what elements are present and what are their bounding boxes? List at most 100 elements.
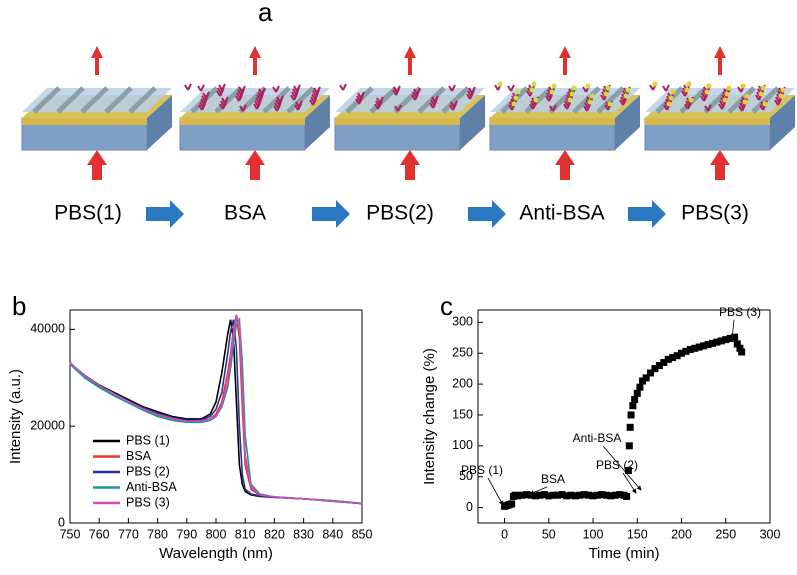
point [738, 348, 746, 356]
light-out [91, 46, 103, 75]
annotation: PBS (3) [719, 305, 761, 319]
x-tick-label: 300 [760, 527, 781, 541]
y-axis-label: Intensity change (%) [421, 348, 438, 485]
x-tick-label: 800 [206, 527, 227, 541]
x-tick-label: 840 [322, 527, 343, 541]
point [642, 374, 650, 382]
step-arrow [146, 200, 184, 228]
point [616, 491, 624, 499]
grating-line [596, 86, 625, 114]
molecule [466, 92, 474, 100]
antibody [531, 81, 537, 87]
point [627, 411, 635, 419]
point [626, 423, 634, 431]
point [567, 491, 575, 499]
molecule [198, 103, 206, 111]
step-arrow [468, 200, 506, 228]
x-axis-label: Time (min) [588, 545, 659, 562]
molecule [197, 84, 205, 92]
antibody [704, 89, 710, 95]
y-tick-label: 300 [452, 315, 473, 329]
antibody [684, 87, 690, 93]
molecule [290, 93, 298, 101]
antibody [762, 101, 768, 107]
point [607, 492, 615, 500]
point [717, 337, 725, 345]
series-line [69, 314, 363, 504]
antibody [607, 101, 613, 107]
molecule [411, 93, 419, 101]
annotation: Anti-BSA [573, 431, 622, 445]
annotation-arrow [487, 477, 504, 506]
antibody [668, 95, 674, 101]
antibody [571, 85, 577, 91]
series-line [69, 319, 363, 505]
substrate-side [770, 95, 795, 150]
molecule [219, 102, 227, 110]
x-axis-label: Wavelength (nm) [159, 545, 273, 562]
point [636, 383, 644, 391]
molecule [184, 83, 192, 91]
point [708, 339, 716, 347]
point [536, 491, 544, 499]
gold-front [490, 118, 615, 125]
molecule [563, 102, 571, 110]
molecule [449, 103, 457, 111]
molecule [549, 104, 557, 112]
plot-frame [477, 309, 771, 524]
antibody [740, 83, 746, 89]
light-in [400, 150, 420, 180]
antibody [744, 93, 750, 99]
molecule [374, 102, 382, 110]
legend-label: PBS (3) [126, 495, 170, 509]
x-tick-label: 850 [352, 527, 373, 541]
molecule [774, 98, 782, 106]
point [593, 491, 601, 499]
antibody [742, 99, 748, 105]
molecule [394, 104, 402, 112]
molecule [507, 84, 515, 92]
antibody [724, 91, 730, 97]
molecule [239, 104, 247, 112]
x-tick-label: 750 [60, 527, 81, 541]
light-out [249, 46, 261, 75]
y-tick-label: 250 [452, 346, 473, 360]
step-label: PBS(2) [366, 202, 434, 225]
molecule [392, 88, 400, 96]
antibody [780, 87, 786, 93]
antibody [758, 91, 764, 97]
step-label: Anti-BSA [519, 202, 604, 225]
grating-line [441, 86, 470, 114]
light-in [87, 150, 107, 180]
x-tick-label: 770 [118, 527, 139, 541]
antibody [549, 89, 555, 95]
molecule [272, 85, 280, 93]
antibody [760, 85, 766, 91]
point [682, 347, 690, 355]
antibody [778, 93, 784, 99]
gold-front [22, 118, 147, 125]
grating-line [214, 86, 243, 114]
light-in [710, 150, 730, 180]
molecule [718, 102, 726, 110]
point [580, 491, 588, 499]
antibody [623, 93, 629, 99]
molecule [355, 97, 363, 105]
antibody [706, 83, 712, 89]
annotation: PBS (2) [596, 458, 638, 472]
light-out [559, 46, 571, 75]
point [700, 342, 708, 350]
point [585, 491, 593, 499]
annotation-arrow [730, 319, 735, 341]
point [508, 500, 516, 508]
light-in [245, 150, 265, 180]
antibody [497, 81, 503, 87]
y-tick-label: 200 [452, 376, 473, 390]
point [562, 492, 570, 500]
molecule [738, 104, 746, 112]
schematic [21, 46, 795, 228]
antibody [652, 81, 658, 87]
antibody [589, 93, 595, 99]
point [647, 369, 655, 377]
molecule [662, 84, 670, 92]
